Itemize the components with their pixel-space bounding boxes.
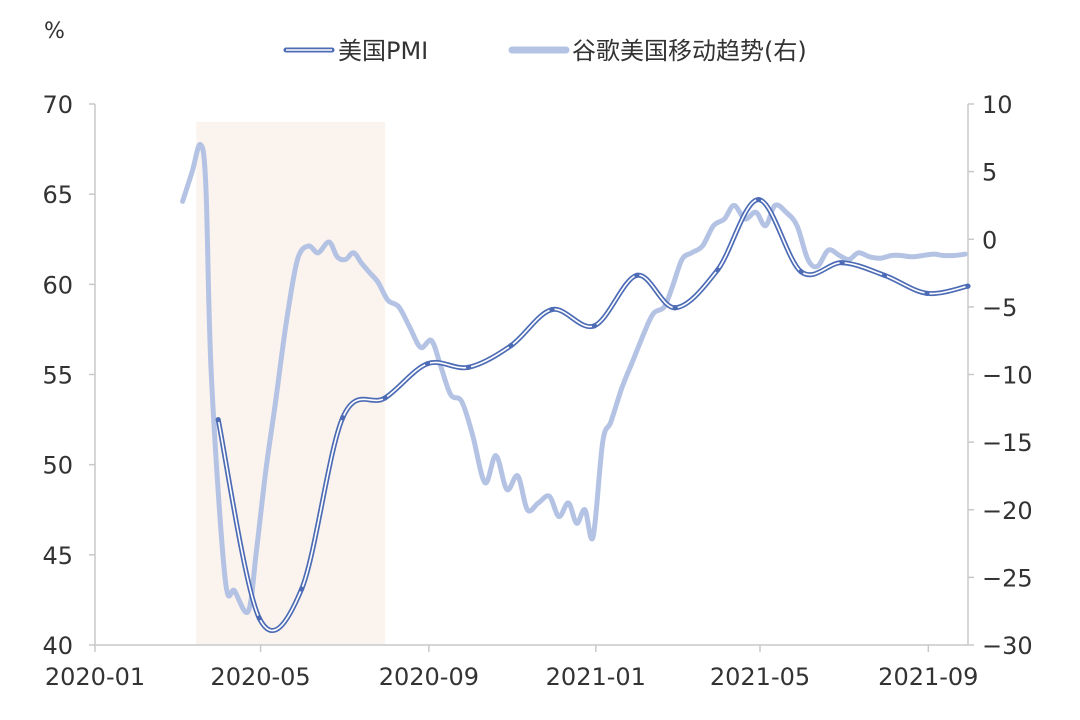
x-tick-label: 2020-05 <box>210 663 310 691</box>
right-tick-label: −15 <box>982 429 1033 457</box>
right-tick-label: −30 <box>982 632 1033 660</box>
pmi-data-point <box>714 267 721 273</box>
right-tick-label: −10 <box>982 362 1033 390</box>
left-tick-label: 45 <box>42 542 73 570</box>
pmi-data-point <box>299 586 305 592</box>
legend: 美国PMI 谷歌美国移动趋势(右) <box>283 37 807 65</box>
pmi-data-point <box>924 290 930 296</box>
legend-label-pmi: 美国PMI <box>338 37 428 65</box>
left-tick-label: 70 <box>42 91 73 119</box>
series-line-mobility <box>180 142 968 616</box>
legend-item-mobility: 谷歌美国移动趋势(右) <box>508 37 807 65</box>
right-tick-label: 5 <box>982 159 997 187</box>
right-tick-label: −20 <box>982 497 1033 525</box>
right-tick-label: 0 <box>982 226 997 254</box>
right-tick-label: 10 <box>982 91 1013 119</box>
pmi-data-point <box>256 615 262 621</box>
pmi-data-point <box>634 272 640 278</box>
left-tick-label: 50 <box>42 452 73 480</box>
pmi-data-point <box>508 343 514 349</box>
left-tick-label: 65 <box>42 181 73 209</box>
pmi-data-point <box>215 416 221 423</box>
shaded-period <box>196 122 386 645</box>
pmi-data-point <box>382 395 388 401</box>
axes: 706560555045401050−5−10−15−20−25−302020-… <box>42 91 1032 691</box>
legend-label-mobility: 谷歌美国移动趋势(右) <box>572 37 807 65</box>
pmi-data-point <box>340 415 346 421</box>
shaded-region <box>196 122 386 645</box>
x-tick-label: 2021-09 <box>878 663 978 691</box>
plot-area <box>180 142 971 633</box>
pmi-data-point <box>839 260 845 266</box>
x-tick-label: 2020-09 <box>379 663 479 691</box>
x-tick-label: 2020-01 <box>45 663 145 691</box>
pmi-line-inner <box>217 198 969 632</box>
pmi-data-point <box>881 272 888 278</box>
left-tick-label: 60 <box>42 271 73 299</box>
pmi-data-point <box>424 361 431 367</box>
pmi-data-point <box>672 305 678 311</box>
x-tick-label: 2021-01 <box>546 663 646 691</box>
right-tick-label: −25 <box>982 564 1033 592</box>
x-tick-label: 2021-05 <box>710 663 810 691</box>
pmi-data-point <box>756 196 762 203</box>
pmi-data-point <box>549 306 555 313</box>
series-line-pmi <box>215 196 971 633</box>
pmi-data-point <box>798 269 804 275</box>
left-tick-label: 40 <box>42 632 73 660</box>
legend-item-pmi: 美国PMI <box>283 37 428 65</box>
pmi-data-point <box>465 364 472 370</box>
left-axis-unit-label: % <box>44 19 65 44</box>
pmi-data-point <box>591 323 598 329</box>
left-tick-label: 55 <box>42 362 73 390</box>
right-tick-label: −5 <box>982 294 1017 322</box>
pmi-data-point <box>965 283 971 289</box>
